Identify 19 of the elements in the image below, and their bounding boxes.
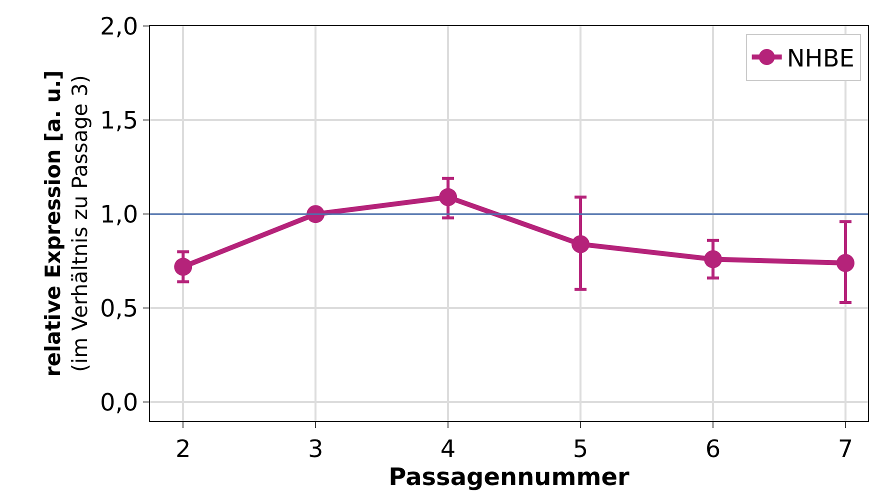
point: [174, 258, 192, 276]
y-tick-label: 1,5: [100, 106, 138, 134]
x-tick-label: 2: [175, 434, 191, 463]
x-tick-label: 6: [705, 434, 721, 463]
x-tick-label: 4: [440, 434, 456, 463]
point: [572, 235, 590, 254]
x-tick-label: 7: [838, 434, 854, 463]
y-tick-label: 2,0: [100, 12, 138, 40]
point: [836, 254, 854, 272]
y-axis-title: relative Expression [a. u.] (im Verhältnis zu Passage 3): [40, 70, 92, 377]
x-axis-title: Passagennummer: [388, 462, 630, 491]
point: [439, 188, 458, 206]
y-tick-label: 0,5: [100, 294, 138, 323]
x-tick-label: 5: [572, 434, 588, 463]
y-tick-label: 0,0: [100, 388, 138, 417]
legend-label: NHBE: [786, 44, 854, 72]
point: [704, 250, 722, 268]
x-tick-label: 3: [308, 434, 324, 463]
y-tick-label: 1,0: [100, 200, 138, 228]
